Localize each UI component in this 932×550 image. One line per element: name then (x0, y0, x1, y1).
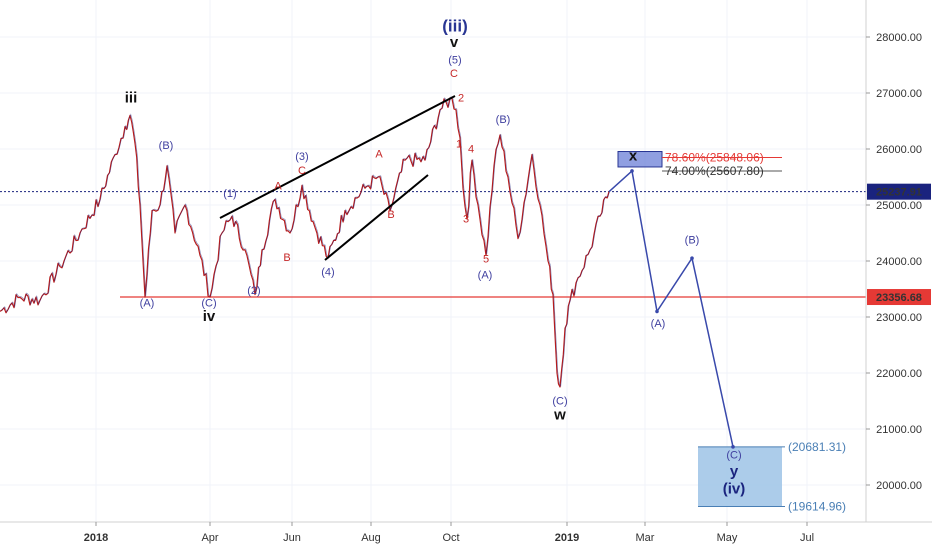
wave-label: 1 (456, 138, 462, 150)
wave-label: (iv) (723, 480, 746, 497)
price-series (0, 96, 611, 388)
wave-label: C (298, 165, 306, 177)
x-tick-label: Apr (201, 532, 218, 544)
x-tick-label: Jun (283, 532, 301, 544)
y-tick-label: 25000.00 (876, 200, 922, 212)
y-tick-label: 22000.00 (876, 368, 922, 380)
upper-trendline (219, 95, 456, 219)
fib-label-786: 78.60%(25848.06) (665, 151, 764, 165)
support-price-tag-bg (867, 289, 931, 306)
wave-label: y (730, 463, 739, 480)
x-tick-label: 2018 (84, 532, 108, 544)
wave-label: iii (125, 90, 138, 107)
wave-label: (A) (651, 318, 666, 330)
fib-box: 78.60%(25848.06)74.00%(25607.80) x (617, 148, 782, 178)
target-zone-top-label: (20681.31) (788, 440, 846, 454)
wave-label: (1) (223, 188, 236, 200)
wave-label: 2 (458, 92, 464, 104)
y-tick-label: 27000.00 (876, 88, 922, 100)
target-zone-bottom-label: (19614.96) (788, 500, 846, 514)
fib-zone-box (617, 151, 663, 168)
wave-label: 3 (463, 213, 469, 225)
x-axis-background (0, 522, 932, 550)
wave-label: C (450, 68, 458, 80)
wave-label: A (274, 180, 282, 192)
wave-label: (2) (247, 285, 260, 297)
grid (0, 0, 866, 522)
projection-point (630, 169, 634, 173)
current-price-tag-label: 25237.91 (876, 187, 922, 199)
y-axis-background (866, 0, 932, 522)
y-tick-label: 21000.00 (876, 424, 922, 436)
x-tick-label: Jul (800, 532, 814, 544)
wave-label: (5) (448, 54, 461, 66)
wave-label: (C) (726, 450, 741, 462)
wave-label: w (553, 406, 566, 423)
x-axis[interactable]: 2018 Apr Jun Aug Oct 2019 Mar May Jul (0, 521, 932, 550)
projection-point (690, 256, 694, 261)
projection-point (655, 309, 659, 314)
x-tick-label: Mar (636, 532, 655, 544)
x-tick-label: Oct (442, 532, 459, 544)
wave-label: (B) (159, 140, 174, 152)
wave-label: (B) (685, 235, 700, 247)
x-tick-label: May (717, 532, 738, 544)
wave-label: A (375, 148, 383, 160)
wave-label: (C) (201, 297, 216, 309)
wave-label: (B) (496, 114, 511, 126)
wave-label: 4 (468, 143, 474, 155)
fib-label-740: 74.00%(25607.80) (665, 164, 764, 178)
wave-label: (3) (295, 151, 308, 163)
lower-trendline (324, 174, 429, 261)
x-tick-label: Aug (361, 532, 381, 544)
y-tick-label: 26000.00 (876, 144, 922, 156)
wave-label: (A) (478, 269, 493, 281)
y-tick-label: 24000.00 (876, 256, 922, 268)
projection-point (731, 445, 735, 449)
wave-label-x: x (629, 148, 638, 165)
y-tick-label: 23000.00 (876, 312, 922, 324)
support-price-tag-label: 23356.68 (876, 292, 922, 304)
wave-label: v (450, 34, 459, 51)
horizontal-levels (0, 191, 866, 298)
trendlines (219, 95, 456, 261)
price-line-overlay (0, 96, 611, 388)
wave-label: B (283, 252, 290, 264)
wave-label: (4) (321, 267, 334, 279)
wave-label: (iii) (442, 16, 468, 35)
y-tick-label: 20000.00 (876, 480, 922, 492)
current-price-tag-bg (867, 183, 931, 200)
wave-label: (C) (552, 395, 567, 407)
y-tick-label: 28000.00 (876, 32, 922, 44)
y-axis[interactable]: 20000.00 21000.00 22000.00 23000.00 24000.00… (865, 0, 932, 522)
projection-path (608, 169, 735, 449)
wave-label: iv (203, 308, 216, 325)
wave-label: B (387, 209, 394, 221)
x-tick-label: 2019 (555, 532, 579, 544)
wave-labels: iii(A)(B)(C)iv(1)(2)(3)CAB(4)AB(iii)v(5)… (125, 16, 746, 497)
wave-label: (A) (140, 297, 155, 309)
wave-label: 5 (483, 254, 489, 266)
target-zone-box (698, 446, 782, 507)
target-zone: (20681.31) (19614.96) (698, 440, 846, 514)
